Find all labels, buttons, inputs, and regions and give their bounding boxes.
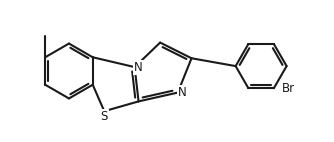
Text: Br: Br: [282, 82, 295, 95]
Text: N: N: [178, 86, 187, 99]
Text: S: S: [101, 110, 108, 123]
Text: N: N: [134, 61, 143, 74]
